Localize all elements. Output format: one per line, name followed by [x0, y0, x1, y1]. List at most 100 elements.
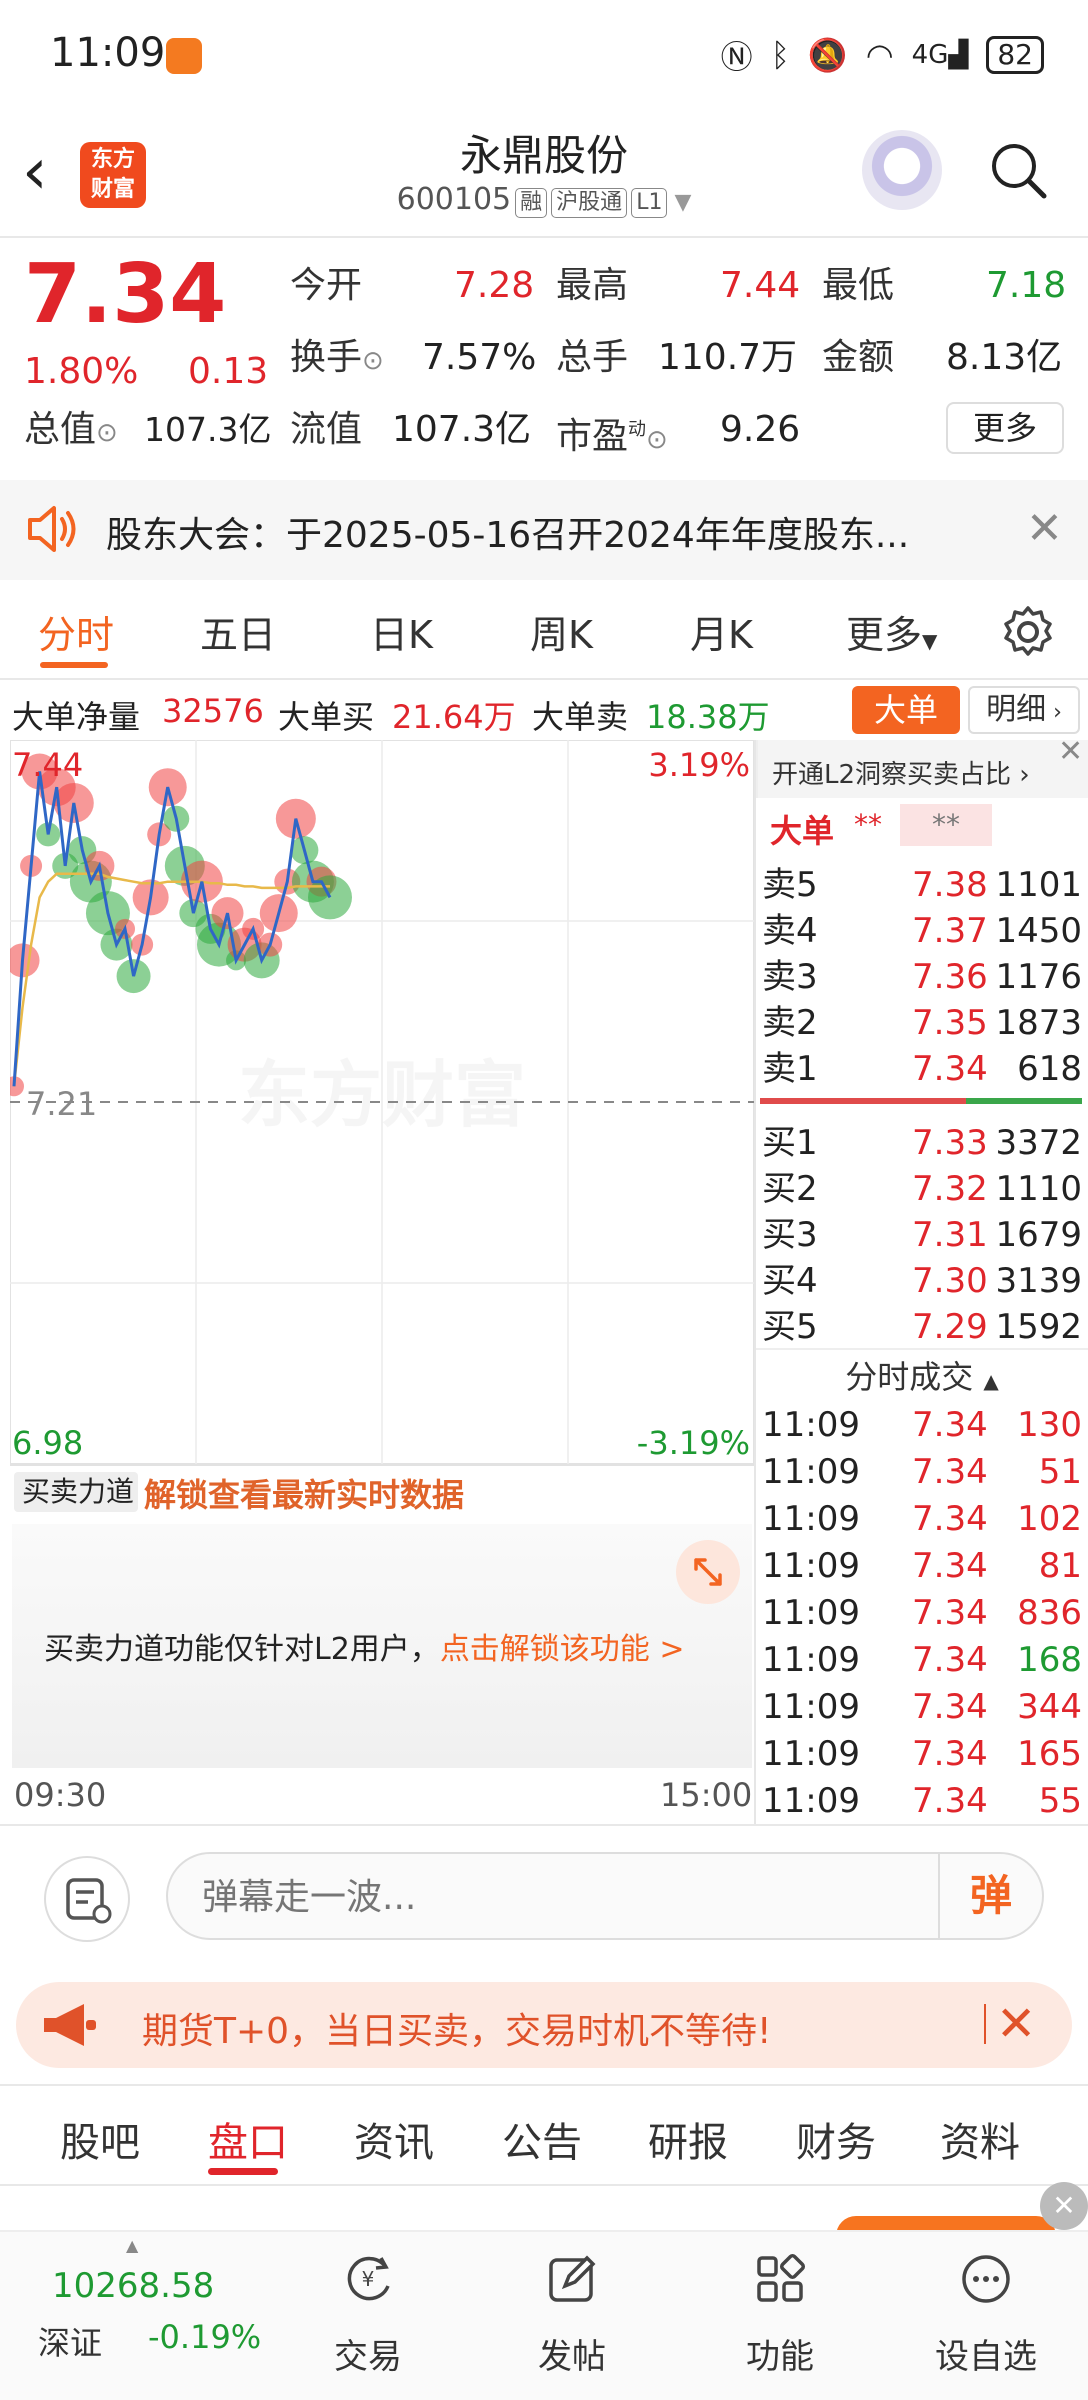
tick-row[interactable]: 11:09 7.34 130	[756, 1402, 1082, 1448]
ask-row[interactable]: 卖1 7.34 618	[756, 1046, 1082, 1092]
y-label-top-pct: 3.19%	[648, 746, 750, 784]
bid-price: 7.30	[912, 1261, 988, 1301]
tick-price: 7.34	[912, 1499, 988, 1539]
info-icon[interactable]: ⊙	[96, 418, 118, 448]
tab-finance[interactable]: 财务	[796, 2120, 876, 2166]
turnover-label[interactable]: 换手⊙	[290, 337, 384, 378]
bid-volume: 3372	[995, 1123, 1082, 1163]
tab-five-day[interactable]: 五日	[200, 613, 277, 657]
close-icon[interactable]: ✕	[996, 1996, 1037, 2052]
nav-post[interactable]: 发帖	[492, 2252, 652, 2378]
ask-volume: 1873	[995, 1003, 1082, 1043]
eastmoney-logo: 东方 财富	[80, 142, 146, 208]
tick-row[interactable]: 11:09 7.34 55	[756, 1778, 1082, 1824]
tab-day-k[interactable]: 日K	[370, 613, 433, 657]
tick-row[interactable]: 11:09 7.34 51	[756, 1449, 1082, 1495]
nav-add-watchlist[interactable]: 设自选	[906, 2252, 1066, 2378]
info-icon[interactable]: ⊙	[646, 425, 668, 455]
ask-label: 卖4	[762, 911, 818, 951]
robot-assistant-icon[interactable]	[862, 130, 942, 210]
grid-icon	[757, 2253, 806, 2302]
ask-row[interactable]: 卖2 7.35 1873	[756, 1000, 1082, 1046]
big-buy-value: 21.64万	[392, 698, 516, 736]
l2-hint-bar[interactable]: 开通L2洞察买卖占比 › ✕	[756, 734, 1088, 798]
shareholder-notice-bar[interactable]: 股东大会：于2025-05-16召开2024年年度股东... ✕	[0, 480, 1088, 580]
current-price: 7.34	[24, 247, 227, 342]
tick-row[interactable]: 11:09 7.34 168	[756, 1637, 1082, 1683]
back-icon[interactable]: ‹	[22, 135, 48, 209]
float-label: 流值	[290, 409, 363, 450]
ask-row[interactable]: 卖4 7.37 1450	[756, 908, 1082, 954]
nav-functions[interactable]: 功能	[700, 2252, 860, 2378]
close-icon[interactable]: ✕	[1058, 734, 1084, 769]
float-value: 107.3亿	[392, 409, 532, 450]
tab-announcement[interactable]: 公告	[502, 2120, 582, 2166]
x-label-end: 15:00	[660, 1776, 753, 1814]
chevron-right-icon: ›	[1046, 700, 1062, 725]
tick-row[interactable]: 11:09 7.34 81	[756, 1543, 1082, 1589]
unlock-feature-link[interactable]: 点击解锁该功能 >	[439, 1632, 685, 1667]
y-label-top: 7.44	[12, 746, 83, 784]
intraday-chart[interactable]: 东方财富 7.44 7.21 6.98 3.19% -3.19%	[10, 740, 754, 1464]
tab-profile[interactable]: 资料	[940, 2120, 1020, 2166]
gear-icon[interactable]	[1000, 604, 1056, 660]
unlock-realtime-link[interactable]: 解锁查看最新实时数据	[144, 1476, 465, 1514]
index-name[interactable]: 深证	[38, 2324, 103, 2362]
tab-intraday[interactable]: 分时	[38, 613, 115, 657]
close-icon[interactable]: ✕	[1040, 2182, 1088, 2230]
tick-row[interactable]: 11:09 7.34 836	[756, 1590, 1082, 1636]
ob-big-sell-mask: **	[900, 804, 992, 846]
change-pct: 1.80%	[24, 351, 139, 392]
expand-icon[interactable]	[676, 1540, 740, 1604]
detail-button[interactable]: 明细 ›	[968, 686, 1080, 734]
l2-hint-text[interactable]: 开通L2洞察买卖占比 ›	[772, 760, 1030, 790]
tab-forum[interactable]: 股吧	[60, 2120, 140, 2166]
bid-label: 买1	[762, 1123, 818, 1163]
strength-message: 买卖力道功能仅针对L2用户，点击解锁该功能 >	[44, 1632, 685, 1667]
tab-week-k[interactable]: 周K	[530, 613, 593, 657]
strength-select[interactable]: 买卖力道 ▼	[14, 1472, 138, 1550]
tab-handicap[interactable]: 盘口	[208, 2120, 288, 2166]
tick-label: 11:09	[762, 1499, 860, 1539]
danmu-toggle-button[interactable]: 弹	[938, 1854, 1042, 1938]
nav-trade[interactable]: ¥ 交易	[288, 2252, 448, 2378]
danmu-input-box[interactable]: 弹	[166, 1852, 1044, 1940]
big-order-button[interactable]: 大单	[852, 686, 960, 734]
bid-row[interactable]: 买4 7.30 3139	[756, 1258, 1082, 1304]
tick-row[interactable]: 11:09 7.34 102	[756, 1496, 1082, 1542]
ob-big-label: 大单	[770, 812, 835, 850]
bid-row[interactable]: 买2 7.32 1110	[756, 1166, 1082, 1212]
pe-label[interactable]: 市盈动⊙	[556, 416, 668, 457]
bid-row[interactable]: 买1 7.33 3372	[756, 1120, 1082, 1166]
tick-price: 7.34	[912, 1593, 988, 1633]
tab-more[interactable]: 更多▼	[846, 613, 938, 657]
info-icon[interactable]: ⊙	[362, 346, 384, 376]
ask-row[interactable]: 卖5 7.38 1101	[756, 862, 1082, 908]
bid-row[interactable]: 买5 7.29 1592	[756, 1304, 1082, 1350]
index-change[interactable]: -0.19%	[148, 2318, 262, 2356]
bid-label: 买3	[762, 1215, 818, 1255]
note-settings-icon[interactable]	[44, 1856, 130, 1942]
notice-text[interactable]: 股东大会：于2025-05-16召开2024年年度股东...	[106, 515, 910, 556]
futures-ad-banner[interactable]: 期货T+0，当日买卖，交易时机不等待! ✕	[16, 1982, 1072, 2068]
close-icon[interactable]: ✕	[1026, 503, 1063, 554]
tick-volume: 51	[1038, 1452, 1082, 1492]
chevron-down-icon[interactable]: ▼	[667, 190, 692, 215]
tab-research[interactable]: 研报	[648, 2120, 728, 2166]
mktcap-label[interactable]: 总值⊙	[24, 409, 118, 450]
tick-label: 11:09	[762, 1687, 860, 1727]
danmu-input[interactable]	[202, 1872, 902, 1922]
more-quote-button[interactable]: 更多	[946, 402, 1064, 454]
tick-row[interactable]: 11:09 7.34 344	[756, 1684, 1082, 1730]
ask-row[interactable]: 卖3 7.36 1176	[756, 954, 1082, 1000]
index-value[interactable]: 10268.58	[52, 2266, 215, 2306]
tick-row[interactable]: 11:09 7.34 165	[756, 1731, 1082, 1777]
ad-text[interactable]: 期货T+0，当日买卖，交易时机不等待!	[142, 2011, 772, 2052]
tab-news[interactable]: 资讯	[354, 2120, 434, 2166]
bid-row[interactable]: 买3 7.31 1679	[756, 1212, 1082, 1258]
search-icon[interactable]	[988, 140, 1048, 200]
tick-list[interactable]: 11:09 7.34 130 11:09 7.34 51 11:09 7.34 102 11:09…	[756, 1402, 1088, 1826]
ticks-title[interactable]: 分时成交 ▲	[845, 1358, 999, 1396]
signal-icon: 4G▟	[911, 40, 969, 70]
tab-month-k[interactable]: 月K	[690, 613, 753, 657]
